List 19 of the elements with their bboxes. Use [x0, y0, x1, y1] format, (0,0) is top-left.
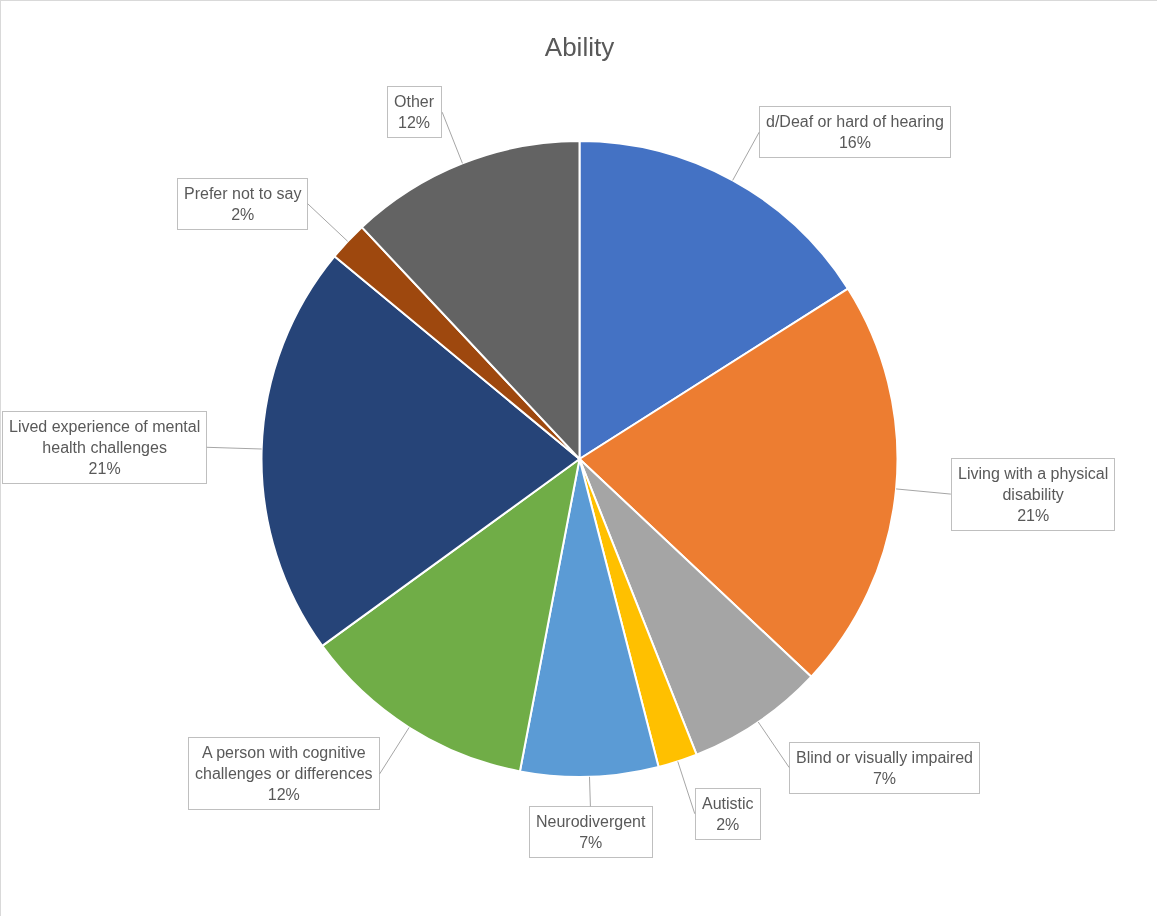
slice-label: A person with cognitive challenges or differences [195, 744, 373, 782]
slice-label: Living with a physical disability [958, 465, 1109, 503]
slice-label: d/Deaf or hard of hearing [766, 113, 944, 130]
data-label: 12% [397, 113, 431, 131]
slice-label: Blind or visually impaired [796, 749, 973, 766]
data-label: 2% [716, 815, 740, 833]
data-label: 7% [579, 833, 603, 851]
data-label: 2% [231, 205, 255, 223]
data-label: 7% [872, 769, 897, 787]
data-label: 21% [1017, 506, 1050, 524]
slice-label: Other [394, 93, 435, 110]
slice-label: Lived experience of mental health challenges [9, 418, 201, 456]
data-label: 16% [838, 133, 871, 151]
slice-label: Neurodivergent [536, 813, 646, 830]
slice-label: Prefer not to say [184, 185, 302, 202]
data-label: 12% [267, 785, 300, 803]
data-label: 21% [88, 459, 121, 477]
slice-label: Autistic [702, 795, 754, 812]
chart-title: Ability [544, 31, 615, 62]
